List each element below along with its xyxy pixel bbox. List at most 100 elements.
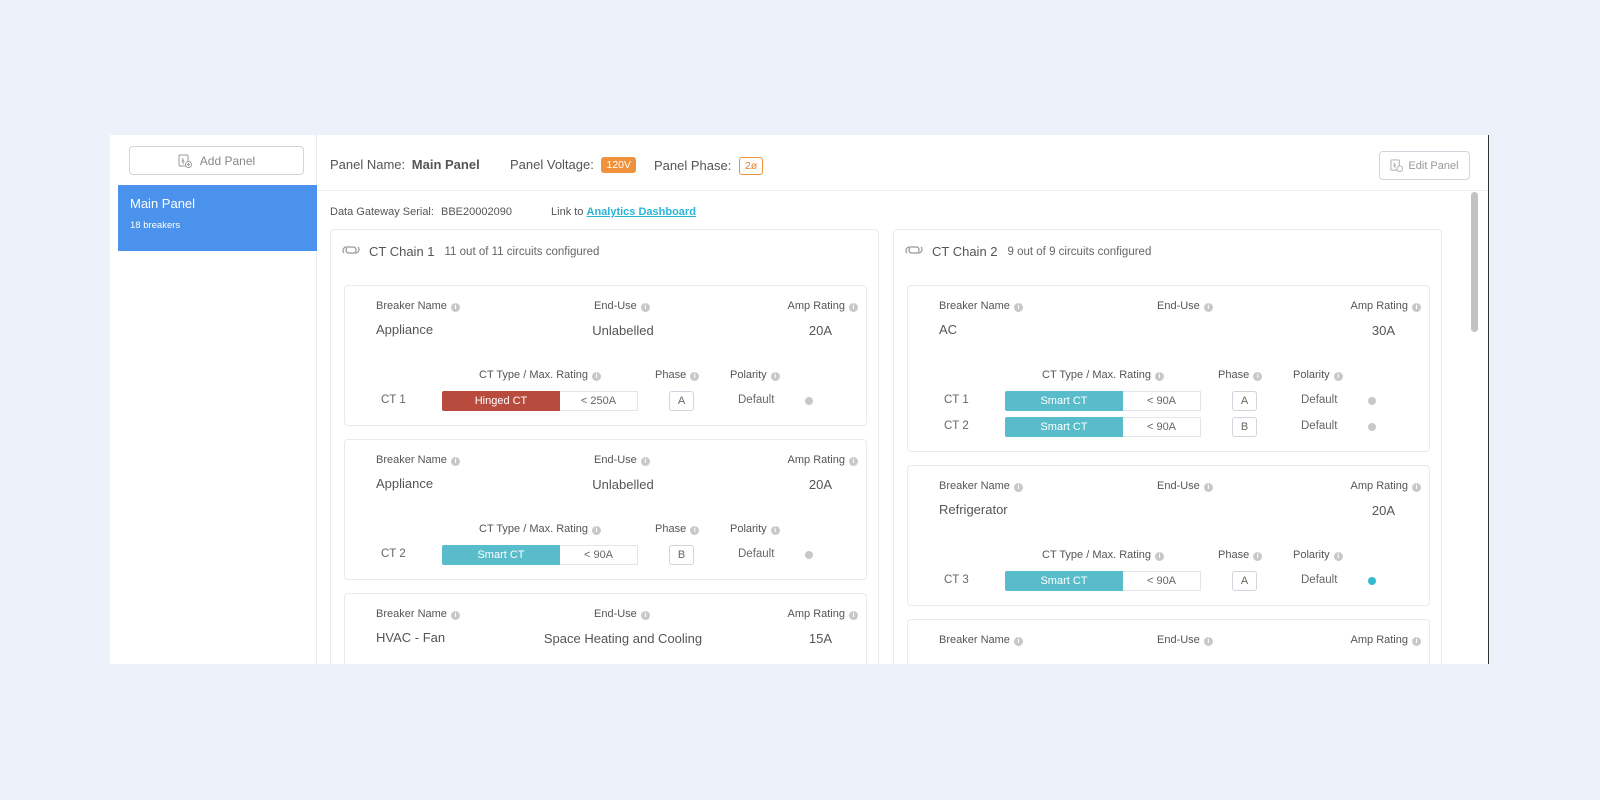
end-use-label-text: End-Use (1157, 300, 1200, 312)
polarity-toggle[interactable] (1368, 397, 1376, 405)
breaker-name-label-text: Breaker Name (939, 300, 1010, 312)
info-icon[interactable]: i (1253, 552, 1263, 561)
amp-rating-label: Amp Rating i (788, 608, 858, 620)
chain-link-icon (904, 243, 924, 260)
ct-max-rating[interactable]: < 90A (1123, 571, 1201, 591)
phase-select[interactable]: A (669, 391, 694, 411)
info-icon[interactable]: i (770, 526, 780, 535)
end-use-label-text: End-Use (594, 300, 637, 312)
info-icon[interactable]: i (1412, 637, 1421, 646)
ct-type-select[interactable]: Smart CT (1005, 571, 1123, 591)
panel-add-icon (178, 154, 192, 168)
breaker-card[interactable]: Breaker Name i End-Use i Amp Rating i (907, 619, 1430, 664)
polarity-value: Default (1301, 574, 1338, 586)
ct-type-select[interactable]: Hinged CT (442, 391, 560, 411)
breaker-card[interactable]: Breaker Name i End-Use i Amp Rating i Refriger… (907, 465, 1430, 606)
panel-voltage-field: Panel Voltage: 120V (510, 157, 637, 173)
amp-rating-value: 20A (1371, 503, 1395, 518)
chain-title: CT Chain 2 (932, 244, 998, 259)
breaker-card[interactable]: Breaker Name i End-Use i Amp Rating i Applianc… (344, 285, 867, 426)
polarity-value: Default (738, 548, 775, 560)
info-icon[interactable]: i (1013, 483, 1023, 492)
info-icon[interactable]: i (690, 526, 700, 535)
info-icon[interactable]: i (640, 457, 650, 466)
ct-type-label: CT Type / Max. Rating i (1042, 549, 1165, 561)
info-icon[interactable]: i (592, 372, 602, 381)
end-use-label: End-Use i (1157, 300, 1213, 312)
polarity-value: Default (738, 394, 775, 406)
info-icon[interactable]: i (690, 372, 700, 381)
chain-header: CT Chain 1 11 out of 11 circuits configur… (341, 243, 599, 260)
info-icon[interactable]: i (1333, 372, 1343, 381)
amp-rating-label-text: Amp Rating (787, 608, 845, 620)
end-use-label: End-Use i (594, 300, 650, 312)
end-use-label: End-Use i (1157, 480, 1213, 492)
ct-type-label: CT Type / Max. Rating i (479, 369, 602, 381)
info-icon[interactable]: i (849, 611, 858, 620)
analytics-dashboard-link[interactable]: Analytics Dashboard (586, 206, 696, 218)
info-icon[interactable]: i (1013, 637, 1023, 646)
info-icon[interactable]: i (640, 611, 650, 620)
ct-label: CT 1 (381, 394, 406, 406)
ct-max-rating[interactable]: < 90A (1123, 417, 1201, 437)
info-icon[interactable]: i (770, 372, 780, 381)
breaker-name-label: Breaker Name i (376, 454, 460, 466)
polarity-toggle[interactable] (805, 551, 813, 559)
info-icon[interactable]: i (1203, 637, 1213, 646)
ct-max-rating[interactable]: < 250A (560, 391, 638, 411)
chain-configured-count: 9 out of 9 circuits configured (1007, 245, 1152, 258)
ct-type-select[interactable]: Smart CT (1005, 391, 1123, 411)
ct-label: CT 2 (944, 420, 969, 432)
breaker-name-value: Refrigerator (939, 502, 1008, 517)
info-icon[interactable]: i (450, 611, 460, 620)
info-icon[interactable]: i (1333, 552, 1343, 561)
info-icon[interactable]: i (450, 303, 460, 312)
breaker-card[interactable]: Breaker Name i End-Use i Amp Rating i AC 30A CT … (907, 285, 1430, 452)
breaker-card[interactable]: Breaker Name i End-Use i Amp Rating i Applianc… (344, 439, 867, 580)
info-icon[interactable]: i (1203, 303, 1213, 312)
breaker-name-label: Breaker Name i (939, 300, 1023, 312)
info-icon[interactable]: i (1155, 372, 1165, 381)
phase-label: Phase i (655, 523, 700, 535)
polarity-toggle[interactable] (805, 397, 813, 405)
sidebar-item-main-panel[interactable]: Main Panel 18 breakers (118, 185, 317, 251)
panel-phase-field: Panel Phase: 2ø (654, 157, 764, 175)
panel-edit-icon (1390, 159, 1404, 172)
phase-select[interactable]: B (1232, 417, 1257, 437)
info-icon[interactable]: i (849, 457, 858, 466)
info-icon[interactable]: i (1412, 303, 1421, 312)
add-panel-button[interactable]: Add Panel (129, 146, 304, 175)
polarity-toggle[interactable] (1368, 577, 1376, 585)
info-icon[interactable]: i (1203, 483, 1213, 492)
phase-label: Phase i (1218, 369, 1263, 381)
info-icon[interactable]: i (1013, 303, 1023, 312)
ct-max-rating[interactable]: < 90A (560, 545, 638, 565)
info-icon[interactable]: i (1155, 552, 1165, 561)
end-use-label-text: End-Use (1157, 480, 1200, 492)
breaker-name-label: Breaker Name i (376, 608, 460, 620)
info-icon[interactable]: i (640, 303, 650, 312)
amp-rating-label-text: Amp Rating (1350, 634, 1408, 646)
edit-panel-button[interactable]: Edit Panel (1379, 151, 1470, 180)
info-icon[interactable]: i (450, 457, 460, 466)
amp-rating-label: Amp Rating i (1351, 300, 1421, 312)
breaker-card[interactable]: Breaker Name i End-Use i Amp Rating i HVAC - F… (344, 593, 867, 664)
ct-max-rating[interactable]: < 90A (1123, 391, 1201, 411)
info-icon[interactable]: i (1253, 372, 1263, 381)
polarity-toggle[interactable] (1368, 423, 1376, 431)
phase-select[interactable]: A (1232, 571, 1257, 591)
vertical-scrollbar[interactable] (1471, 192, 1478, 332)
info-icon[interactable]: i (592, 526, 602, 535)
end-use-label: End-Use i (594, 608, 650, 620)
amp-rating-value: 20A (808, 477, 832, 492)
panel-name-field: Panel Name: Main Panel (330, 157, 480, 172)
breaker-name-value: Appliance (376, 476, 434, 491)
info-icon[interactable]: i (849, 303, 858, 312)
breaker-name-value: HVAC - Fan (376, 630, 446, 645)
phase-select[interactable]: B (669, 545, 694, 565)
phase-select[interactable]: A (1232, 391, 1257, 411)
ct-type-select[interactable]: Smart CT (442, 545, 560, 565)
ct-type-select[interactable]: Smart CT (1005, 417, 1123, 437)
breaker-name-label: Breaker Name i (376, 300, 460, 312)
info-icon[interactable]: i (1412, 483, 1421, 492)
